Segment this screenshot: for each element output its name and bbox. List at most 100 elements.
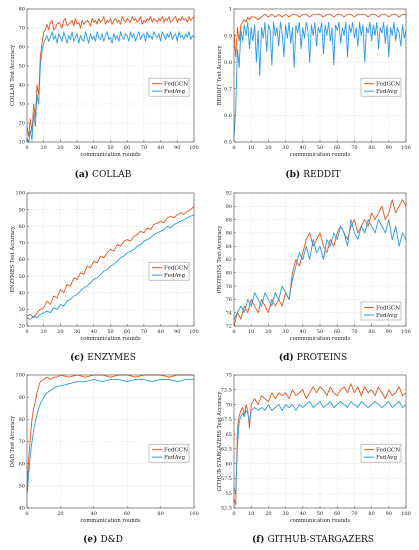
series-line-fedgcn (26, 205, 195, 319)
x-tick-label: 30 (282, 329, 288, 335)
x-tick-label: 50 (317, 329, 323, 335)
x-axis-label: communication rounds (290, 336, 351, 342)
chart-panel-d: 0 10 20 30 40 50 60 70 80 90 100 72 74 76 78 80 82 84 86 88… (217, 191, 411, 363)
caption-letter: (f) (252, 534, 268, 545)
x-tick-label: 90 (174, 329, 180, 335)
x-tick-label: 40 (91, 511, 97, 517)
caption-e: (e) D&D (83, 534, 123, 545)
y-tick-label: 100 (15, 373, 25, 379)
x-tick-label: 10 (248, 329, 254, 335)
x-axis-label: communication rounds (80, 152, 141, 158)
y-tick-label: 84 (226, 244, 232, 250)
y-tick-label: 70 (226, 402, 232, 408)
caption-text: ENZYMES (87, 353, 136, 363)
x-tick-label: 90 (386, 511, 392, 517)
x-tick-label: 30 (74, 145, 80, 151)
x-tick-label: 40 (300, 329, 306, 335)
legend-label-fedgcn: FedGCN (376, 306, 400, 312)
legend-label-fedgcn: FedGCN (164, 82, 188, 88)
y-tick-label: 0.9 (224, 33, 232, 39)
x-axis-label: communication rounds (80, 336, 141, 342)
x-tick-label: 0 (25, 145, 28, 151)
caption-text: D&D (100, 535, 122, 545)
x-tick-label: 20 (57, 511, 63, 517)
y-tick-label: 0.8 (224, 60, 232, 66)
x-tick-label: 100 (401, 329, 411, 335)
x-tick-label: 100 (189, 511, 199, 517)
x-tick-label: 40 (300, 145, 306, 151)
series-line-fedavg (26, 31, 195, 143)
x-tick-label: 10 (41, 145, 47, 151)
x-tick-label: 20 (57, 329, 63, 335)
x-tick-label: 30 (74, 329, 80, 335)
y-tick-label: 80 (19, 224, 25, 230)
series-line-fedavg (233, 401, 407, 494)
y-tick-label: 60 (19, 257, 25, 263)
x-tick-label: 0 (232, 145, 235, 151)
caption-text: REDDIT (303, 170, 340, 180)
y-axis-label: COLLAB Test Accuracy (10, 45, 16, 106)
x-tick-label: 20 (265, 329, 271, 335)
y-tick-label: 52.5 (221, 506, 232, 512)
y-tick-label: 60 (19, 45, 25, 51)
y-tick-label: 100 (15, 191, 25, 197)
legend-label-fedgcn: FedGCN (164, 266, 188, 272)
x-tick-label: 80 (368, 145, 374, 151)
x-tick-label: 100 (189, 145, 199, 151)
y-tick-label: 40 (19, 506, 25, 512)
chart-panel-f: 0 10 20 30 40 50 60 70 80 90 100 52.5 55 57.5 60 62.5 65… (217, 373, 411, 545)
y-tick-label: 10 (19, 140, 25, 146)
caption-letter: (a) (75, 169, 92, 180)
y-tick-label: 86 (226, 231, 232, 237)
y-tick-label: 20 (19, 121, 25, 127)
x-tick-label: 30 (282, 511, 288, 517)
x-tick-label: 60 (334, 329, 340, 335)
caption-text: PROTEINS (297, 353, 347, 363)
series-line-fedgcn (26, 16, 195, 137)
legend-label-fedgcn: FedGCN (164, 448, 188, 454)
x-tick-label: 40 (300, 511, 306, 517)
x-tick-label: 40 (91, 329, 97, 335)
legend-label-fedgcn: FedGCN (376, 82, 400, 88)
y-tick-label: 57.5 (221, 476, 232, 482)
y-tick-label: 74 (226, 310, 232, 316)
legend-label-fedavg: FedAvg (376, 313, 397, 319)
x-tick-label: 60 (124, 329, 130, 335)
y-axis-label: PROTEINS Test Accuracy (217, 226, 223, 294)
x-tick-label: 20 (265, 145, 271, 151)
y-tick-label: 82 (226, 257, 232, 263)
chart-panel-c: 0 10 20 30 40 50 60 70 80 90 100 20 30 40 50 60 70 80 90 10… (10, 191, 199, 363)
chart-panel-b: 0 10 20 30 40 50 60 70 80 90 100 0.5 0.6 0.7 0.8 0.9 1 co… (217, 7, 411, 180)
x-tick-label: 10 (248, 145, 254, 151)
y-tick-label: 72.5 (221, 387, 232, 393)
y-tick-label: 40 (19, 290, 25, 296)
y-tick-label: 62.5 (221, 447, 232, 453)
series-line-fedavg (233, 219, 407, 320)
x-tick-label: 10 (248, 511, 254, 517)
caption-a: (a) COLLAB (75, 169, 132, 180)
chart-panel-a: 0 10 20 30 40 50 60 70 80 90 1001020304050607080co… (10, 7, 199, 180)
y-tick-label: 72 (226, 324, 232, 330)
x-axis-label: communication rounds (80, 518, 141, 524)
x-tick-label: 50 (317, 145, 323, 151)
x-tick-label: 80 (368, 511, 374, 517)
chart-panel-e: 0 20 40 60 80 100 40 50 60 70 80 90 100 communication… (10, 373, 199, 545)
x-tick-label: 50 (317, 511, 323, 517)
y-tick-label: 55 (226, 491, 232, 497)
caption-text: GITHUB-STARGAZERS (268, 535, 374, 545)
caption-letter: (e) (83, 534, 100, 545)
legend-label-fedavg: FedAvg (164, 89, 185, 95)
y-tick-label: 50 (19, 484, 25, 490)
legend-label-fedavg: FedAvg (164, 455, 185, 461)
caption-d: (d) PROTEINS (279, 352, 347, 363)
y-tick-label: 0.6 (224, 113, 232, 119)
x-tick-label: 0 (232, 511, 235, 517)
y-tick-label: 30 (19, 307, 25, 313)
caption-text: COLLAB (92, 170, 132, 180)
y-tick-label: 0.5 (224, 140, 232, 146)
y-axis-label: REDDIT Test Accuracy (217, 45, 223, 105)
